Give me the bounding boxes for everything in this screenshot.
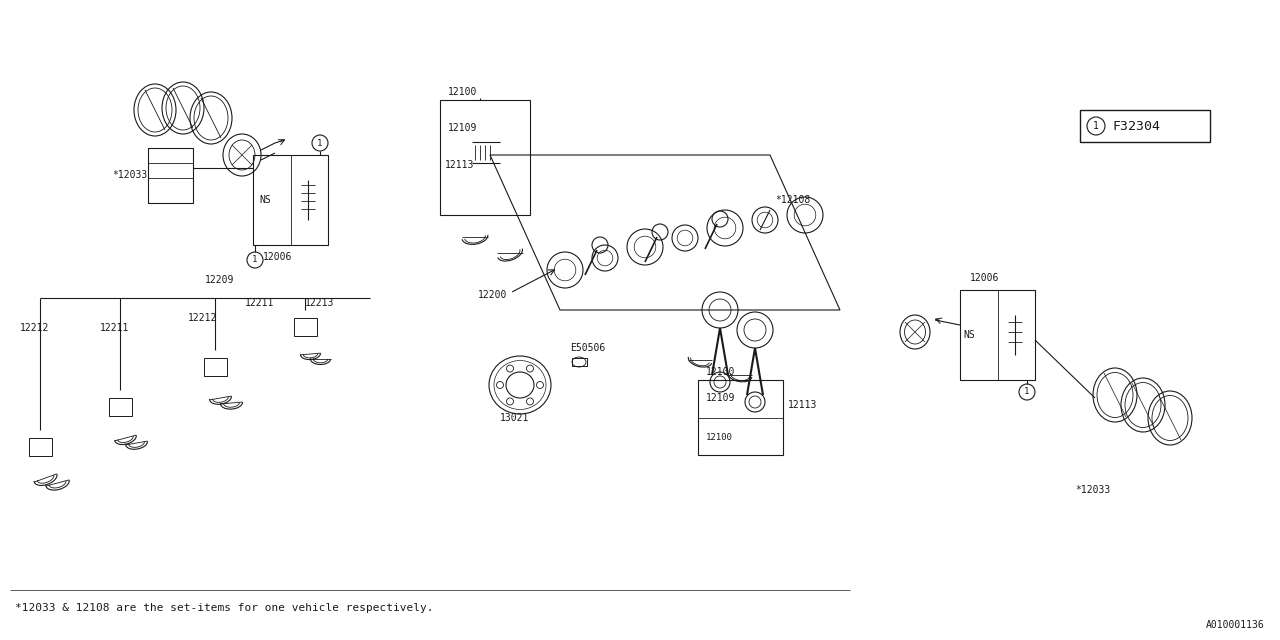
Bar	[148, 148, 193, 203]
Text: 12211: 12211	[100, 323, 129, 333]
Circle shape	[1087, 117, 1105, 135]
Bar	[109, 398, 132, 416]
Bar	[960, 290, 1036, 380]
Text: *12108: *12108	[774, 195, 810, 205]
Bar	[294, 318, 317, 336]
Text: 12212: 12212	[20, 323, 50, 333]
Bar	[253, 155, 328, 245]
Bar	[29, 438, 52, 456]
Text: E50506: E50506	[570, 343, 605, 353]
Bar	[204, 358, 227, 376]
Text: 12213: 12213	[305, 298, 334, 308]
Circle shape	[312, 135, 328, 151]
Text: 12212: 12212	[188, 313, 218, 323]
Text: 12109: 12109	[448, 123, 477, 133]
Bar	[1080, 110, 1210, 142]
Text: 12100: 12100	[707, 367, 736, 377]
Circle shape	[1019, 384, 1036, 400]
Text: 12209: 12209	[205, 275, 234, 285]
Text: A010001136: A010001136	[1206, 620, 1265, 630]
Bar	[698, 380, 783, 455]
Text: *12033 & 12108 are the set-items for one vehicle respectively.: *12033 & 12108 are the set-items for one…	[15, 603, 434, 613]
Text: 1: 1	[317, 138, 323, 147]
Text: 12200: 12200	[477, 290, 507, 300]
Text: *12033: *12033	[1075, 485, 1110, 495]
Text: 1: 1	[1024, 387, 1029, 397]
Text: 12109: 12109	[707, 393, 736, 403]
Circle shape	[247, 252, 262, 268]
Text: 12006: 12006	[262, 252, 292, 262]
Text: *12033: *12033	[113, 170, 147, 180]
Bar	[572, 358, 588, 366]
Text: NS: NS	[963, 330, 975, 340]
Text: 12113: 12113	[788, 400, 818, 410]
Text: F32304: F32304	[1112, 120, 1160, 132]
Text: 12100: 12100	[707, 433, 733, 442]
Text: 12100: 12100	[448, 87, 477, 97]
Text: 13021: 13021	[500, 413, 530, 423]
Text: 12113: 12113	[445, 160, 475, 170]
Bar	[440, 100, 530, 215]
Text: 1: 1	[252, 255, 257, 264]
Text: 12006: 12006	[970, 273, 1000, 283]
Text: 12211: 12211	[244, 298, 274, 308]
Text: 1: 1	[1093, 121, 1100, 131]
Text: NS: NS	[259, 195, 271, 205]
